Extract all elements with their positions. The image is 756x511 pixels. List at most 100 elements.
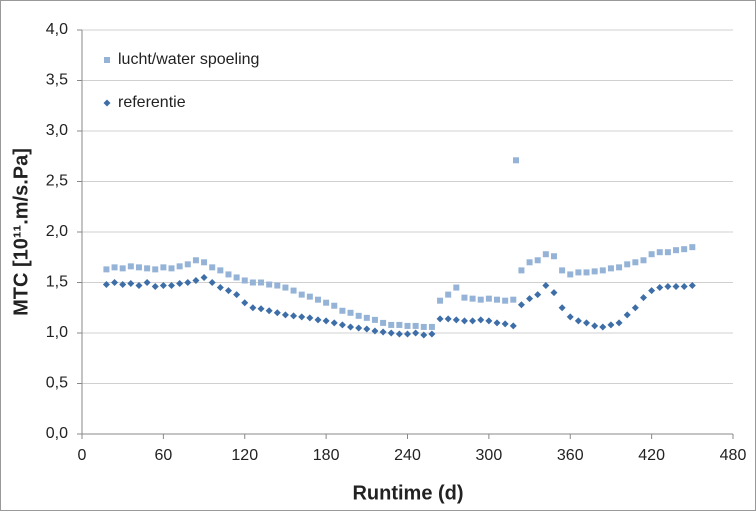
point <box>517 301 525 309</box>
point <box>192 276 200 284</box>
point <box>404 330 411 338</box>
point <box>249 279 256 286</box>
point <box>477 316 485 324</box>
point <box>192 257 199 264</box>
point <box>314 316 322 324</box>
point <box>461 294 468 301</box>
point <box>558 304 566 312</box>
point <box>395 330 403 338</box>
point <box>404 322 411 329</box>
point <box>452 316 460 324</box>
legend-label: lucht/water spoeling <box>118 51 259 68</box>
point <box>680 283 688 291</box>
point <box>257 305 265 313</box>
point <box>599 267 606 274</box>
point <box>542 251 549 258</box>
point <box>233 291 241 299</box>
point <box>363 325 371 333</box>
point <box>444 315 452 323</box>
point <box>290 312 298 320</box>
point <box>338 321 346 329</box>
point <box>119 265 126 272</box>
point <box>209 264 216 271</box>
point <box>159 282 167 290</box>
point <box>673 247 680 254</box>
point <box>615 319 623 327</box>
point <box>258 279 265 286</box>
point <box>567 271 574 278</box>
point <box>534 257 541 264</box>
point <box>583 319 591 327</box>
point <box>469 317 477 325</box>
point <box>323 299 330 306</box>
y-tick-label: 3,5 <box>46 72 68 89</box>
point <box>502 297 509 304</box>
point <box>273 309 281 317</box>
point <box>566 313 574 321</box>
point <box>168 265 175 272</box>
point <box>453 284 460 291</box>
y-tick-label: 0,5 <box>46 375 68 392</box>
point <box>379 328 387 336</box>
point <box>160 264 167 271</box>
point <box>119 281 127 289</box>
point <box>200 273 208 281</box>
y-tick-label: 2,0 <box>46 223 68 240</box>
point <box>607 265 614 272</box>
point <box>249 304 257 312</box>
point <box>306 314 314 322</box>
point <box>616 264 623 271</box>
point <box>648 287 656 295</box>
point <box>347 309 354 316</box>
point <box>152 266 159 273</box>
x-tick-label: 120 <box>231 447 258 464</box>
point <box>225 271 232 278</box>
point <box>513 157 519 164</box>
point <box>583 269 590 276</box>
point <box>330 319 338 327</box>
y-tick-label: 1,5 <box>46 274 68 291</box>
point <box>281 311 289 319</box>
point <box>298 291 305 298</box>
point <box>176 263 183 270</box>
point <box>445 291 452 298</box>
y-tick-label: 0,0 <box>46 425 68 442</box>
point <box>306 293 313 300</box>
point <box>460 317 468 325</box>
y-tick-label: 1,0 <box>46 324 68 341</box>
point <box>103 266 110 273</box>
point <box>355 324 363 332</box>
point <box>396 321 403 328</box>
point <box>224 287 232 295</box>
point <box>388 321 395 328</box>
point <box>412 322 419 329</box>
point <box>574 317 582 325</box>
point <box>380 319 387 326</box>
point <box>632 259 639 266</box>
point <box>233 274 240 281</box>
point <box>428 330 436 338</box>
point <box>436 315 444 323</box>
point <box>534 291 542 299</box>
point <box>168 282 176 290</box>
point <box>216 284 224 292</box>
x-tick-label: 240 <box>394 447 421 464</box>
point <box>640 257 647 264</box>
point <box>143 279 151 286</box>
point <box>208 279 216 286</box>
x-tick-label: 180 <box>313 447 340 464</box>
point <box>510 296 517 303</box>
point <box>151 283 159 291</box>
point <box>672 283 680 291</box>
point <box>494 296 501 303</box>
point <box>127 280 135 288</box>
point <box>469 295 476 302</box>
point <box>347 323 355 331</box>
point <box>591 268 598 275</box>
point <box>575 269 582 276</box>
point <box>201 259 208 266</box>
point <box>526 259 533 266</box>
point <box>265 307 273 315</box>
point <box>664 249 671 256</box>
